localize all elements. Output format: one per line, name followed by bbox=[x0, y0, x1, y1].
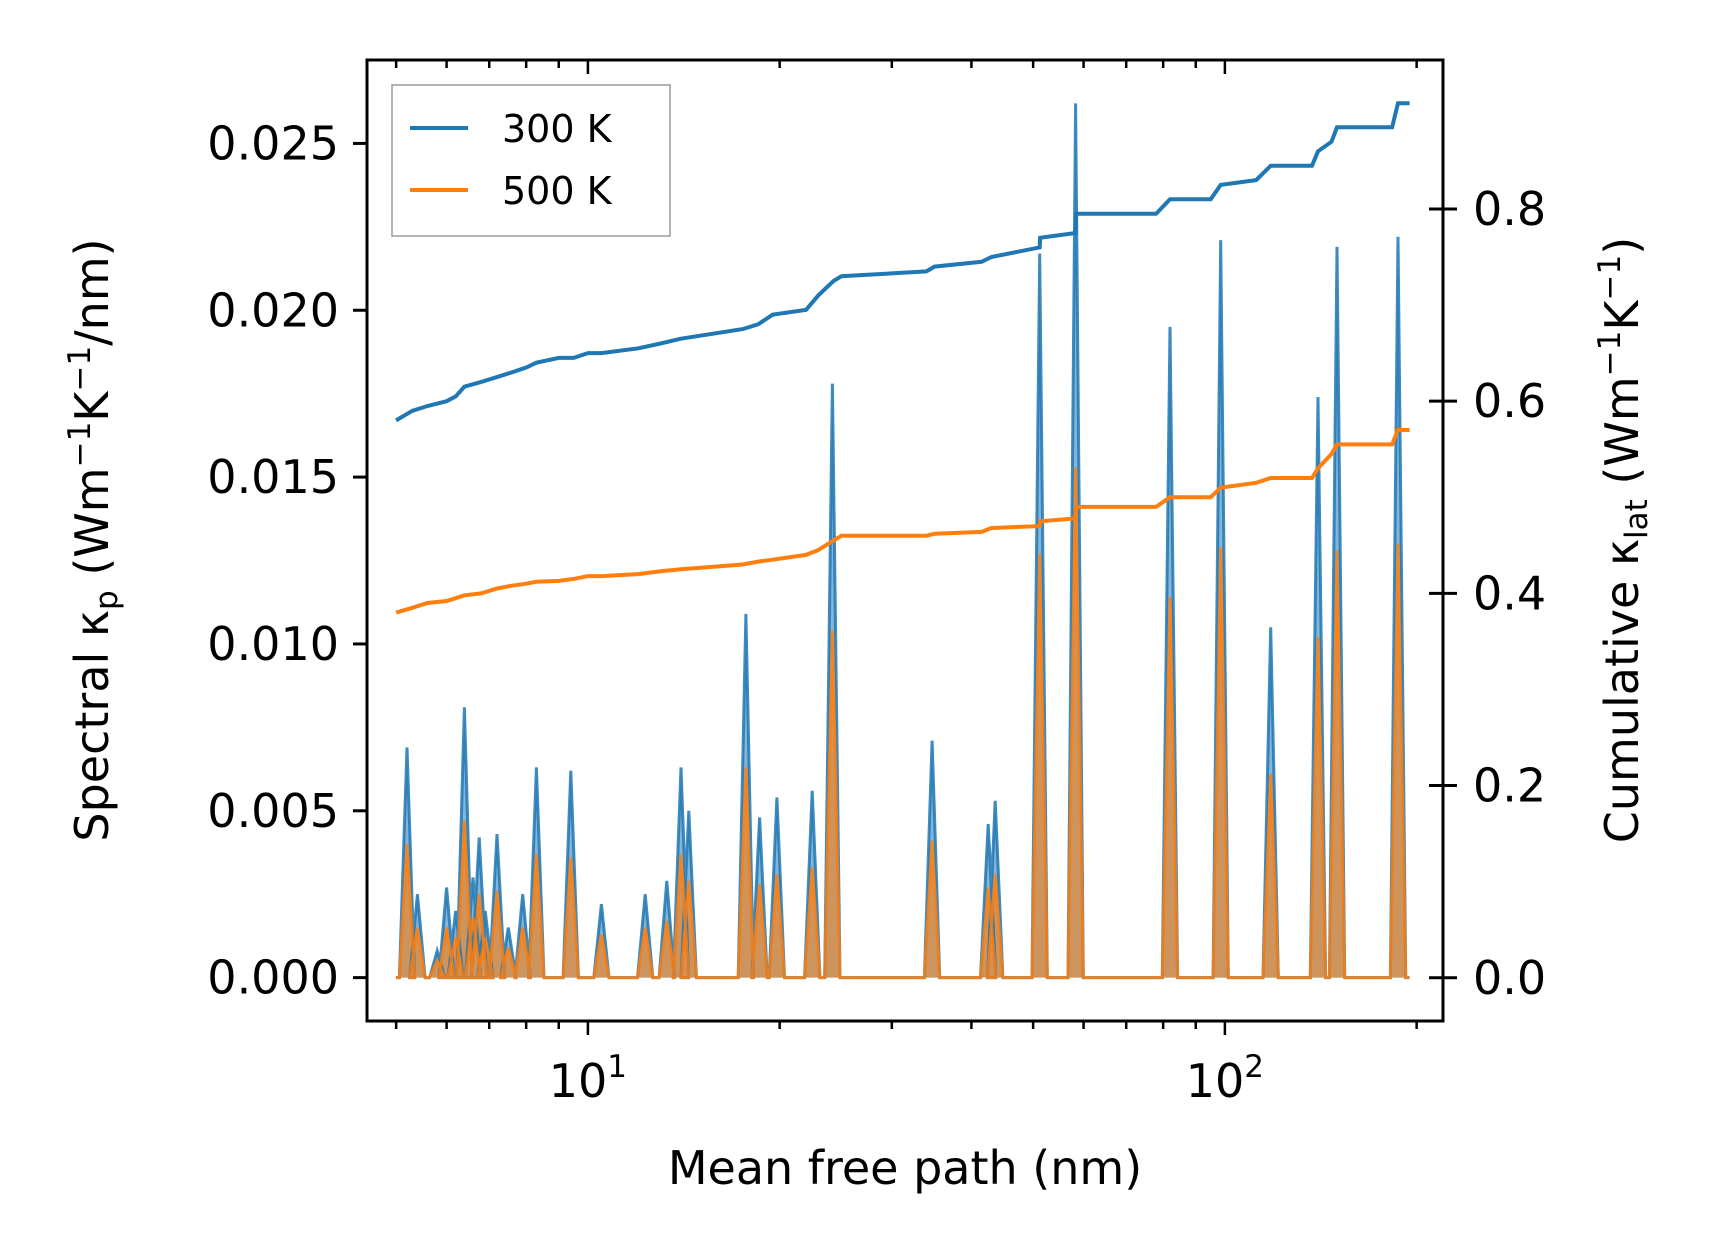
left-y-label-sup2: −1 bbox=[62, 346, 98, 392]
left-y-tick-label: 0.010 bbox=[207, 617, 339, 671]
right-y-label-sup1: −1 bbox=[1592, 331, 1628, 377]
spectral-500k-line bbox=[396, 467, 1410, 980]
tick-labels: 0.000 0.005 0.010 0.015 0.020 0.025 0.0 0.2 0.4 0… bbox=[207, 116, 1546, 1108]
spectral-300k-fill bbox=[396, 103, 1410, 978]
spectral-fills bbox=[396, 103, 1410, 978]
right-y-label-prefix: Cumulative κ bbox=[1595, 539, 1649, 843]
left-y-axis-label: Spectral κp (Wm−1K−1/nm) bbox=[62, 238, 125, 841]
right-y-tick-label: 0.2 bbox=[1473, 759, 1546, 813]
right-y-label-sup2: −1 bbox=[1592, 255, 1628, 301]
right-y-tick-label: 0.4 bbox=[1473, 566, 1546, 620]
left-y-tick-label: 0.020 bbox=[207, 283, 339, 337]
spectral-300k-line bbox=[396, 103, 1410, 980]
left-y-tick-label: 0.015 bbox=[207, 450, 339, 504]
x-tick-exponent: 2 bbox=[1244, 1049, 1264, 1085]
cumulative-500k-line bbox=[395, 428, 1410, 615]
right-y-tick-label: 0.6 bbox=[1473, 374, 1546, 428]
right-y-label-mid: K bbox=[1595, 299, 1649, 331]
legend-box bbox=[391, 84, 671, 237]
left-y-label-unit-open: (Wm bbox=[65, 467, 119, 590]
left-y-label-prefix: Spectral κ bbox=[65, 610, 119, 842]
left-y-label-tail: /nm) bbox=[65, 238, 119, 345]
x-tick-exponent: 1 bbox=[607, 1049, 627, 1085]
left-y-label-sub: p bbox=[89, 590, 125, 610]
right-y-axis-label: Cumulative κlat (Wm−1K−1) bbox=[1592, 237, 1655, 843]
x-tick-base: 10 bbox=[549, 1054, 608, 1108]
spectral-lines bbox=[396, 103, 1410, 980]
x-tick-label: 102 bbox=[1186, 1049, 1264, 1108]
x-tick-label: 101 bbox=[549, 1049, 627, 1108]
right-y-label-sub: lat bbox=[1619, 499, 1655, 539]
left-y-label-sup1: −1 bbox=[62, 422, 98, 468]
axis-ticks bbox=[353, 60, 1457, 1035]
legend-label-300k: 300 K bbox=[502, 107, 613, 151]
left-y-tick-label: 0.025 bbox=[207, 116, 339, 170]
left-y-label-mid: K bbox=[65, 390, 119, 422]
left-y-tick-label: 0.005 bbox=[207, 784, 339, 838]
right-y-tick-label: 0.0 bbox=[1473, 951, 1546, 1005]
spectral-500k-fill bbox=[396, 467, 1410, 978]
left-y-tick-label: 0.000 bbox=[207, 951, 339, 1005]
right-y-label-tail: ) bbox=[1595, 237, 1649, 255]
legend: 300 K 500 K bbox=[391, 84, 671, 237]
right-y-tick-label: 0.8 bbox=[1473, 182, 1546, 236]
right-y-label-unit-open: (Wm bbox=[1595, 376, 1649, 499]
legend-label-500k: 500 K bbox=[502, 169, 613, 213]
cumulative-lines bbox=[395, 101, 1410, 615]
x-axis-label: Mean free path (nm) bbox=[668, 1141, 1142, 1195]
plot-frame bbox=[365, 58, 1445, 1023]
cumulative-300k-line bbox=[395, 101, 1410, 423]
x-tick-base: 10 bbox=[1186, 1054, 1245, 1108]
